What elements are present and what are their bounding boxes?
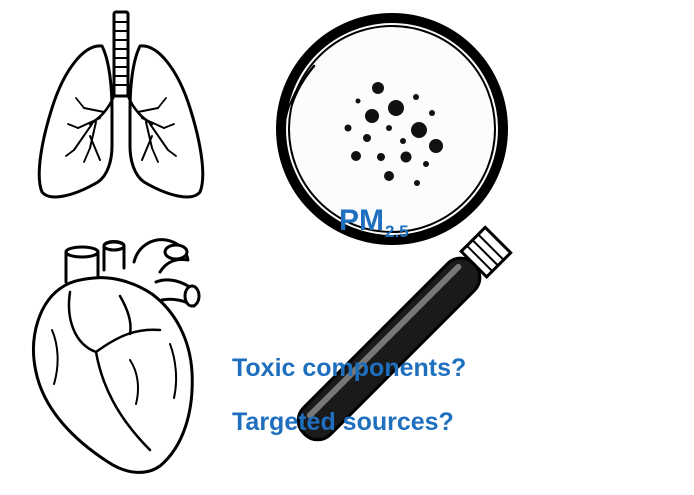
- particle: [413, 94, 419, 100]
- particle: [344, 124, 352, 132]
- particle: [365, 109, 379, 123]
- particle: [429, 110, 435, 116]
- particle: [400, 138, 406, 144]
- particle: [386, 125, 392, 131]
- particle: [372, 82, 384, 94]
- particle: [388, 100, 404, 116]
- particle: [351, 151, 361, 161]
- pm25-label: PM2.5: [339, 204, 409, 241]
- particle: [363, 134, 371, 142]
- heart-icon: [32, 238, 201, 474]
- toxic-components-question: Toxic components?: [232, 354, 467, 382]
- particle: [411, 122, 427, 138]
- particle: [414, 180, 420, 186]
- lungs-icon: [37, 10, 205, 199]
- particle: [423, 161, 429, 167]
- particle: [377, 153, 385, 161]
- pm-label-subscript: 2.5: [385, 222, 409, 241]
- targeted-sources-question: Targeted sources?: [232, 408, 454, 436]
- particle: [429, 139, 443, 153]
- pm-label-main: PM: [339, 204, 384, 237]
- particle: [355, 98, 361, 104]
- particle: [400, 151, 412, 163]
- particulate-matter-icon: [344, 82, 443, 186]
- magnifying-glass-icon: [276, 13, 513, 442]
- particle: [384, 171, 394, 181]
